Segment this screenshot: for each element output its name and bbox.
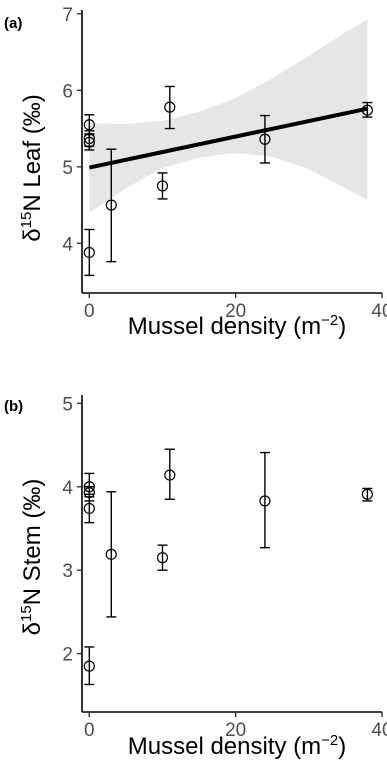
regression-line: [88, 106, 368, 170]
data-point: [83, 246, 95, 259]
x-tick-label: 20: [225, 301, 246, 322]
y-axis-title-main: N Stem (‰): [19, 479, 46, 606]
y-axis-title-delta: δ: [19, 622, 46, 635]
x-axis-title-main: Mussel density (m: [128, 313, 321, 340]
data-point-group: [83, 228, 95, 277]
data-point-group: [105, 148, 117, 263]
x-tick-label: 40: [371, 301, 387, 322]
axis-layer: 4 5 6 7 0 20 40: [62, 5, 387, 322]
data-layer: [83, 448, 373, 686]
x-axis-title-superscript: −2: [321, 732, 338, 749]
panel-b-stem-chart: (b) 2 3 4 5 0 20 40 Mussel density (m−2) δ15N …: [4, 394, 387, 760]
data-point-group: [259, 114, 271, 164]
data-point: [83, 502, 95, 515]
x-axis-title-close: ): [338, 733, 346, 760]
axis-layer: 2 3 4 5 0 20 40: [62, 394, 387, 741]
y-tick-label: 6: [62, 81, 73, 102]
data-point-group: [156, 544, 169, 571]
data-point: [156, 180, 169, 192]
data-point-group: [164, 448, 176, 500]
data-point-group: [361, 487, 373, 502]
panel-a-leaf-chart: (a) 4 5 6 7 0 20 40 Mussel density (m−2) δ15N …: [4, 5, 387, 340]
data-point: [361, 488, 373, 500]
data-point-group: [164, 85, 176, 130]
data-point-group: [83, 646, 95, 686]
x-axis-title-superscript: −2: [321, 312, 338, 329]
x-axis-title-main: Mussel density (m: [128, 733, 321, 760]
data-point-group: [83, 472, 95, 502]
x-axis-title: Mussel density (m−2): [128, 732, 347, 760]
y-axis-title-superscript: 15: [18, 605, 35, 622]
x-axis-title-close: ): [338, 313, 346, 340]
data-point: [259, 133, 271, 145]
confidence-band: [89, 19, 368, 213]
confidence-band-layer: [89, 19, 368, 213]
y-axis-title-delta: δ: [19, 228, 46, 241]
panel-a-label: (a): [4, 15, 22, 32]
y-tick-label: 4: [62, 478, 73, 499]
y-axis-title: δ15N Stem (‰): [18, 479, 46, 636]
y-tick-label: 5: [62, 394, 73, 415]
data-point: [361, 104, 373, 116]
data-point: [156, 552, 169, 564]
data-point: [105, 199, 117, 211]
data-point: [83, 119, 95, 131]
y-tick-label: 7: [62, 5, 73, 26]
data-point-group: [105, 491, 117, 618]
data-point: [105, 548, 117, 560]
y-axis-title-main: N Leaf (‰): [19, 94, 46, 211]
data-point-group: [83, 114, 95, 135]
data-point: [164, 101, 176, 113]
fit-line-layer: [88, 106, 368, 170]
data-point: [164, 469, 176, 481]
data-point-group: [156, 172, 169, 200]
x-tick-label: 0: [84, 301, 95, 322]
y-tick-label: 3: [62, 561, 73, 582]
data-point: [83, 481, 95, 493]
data-point: [83, 660, 95, 672]
data-layer: [83, 85, 373, 277]
x-axis-title: Mussel density (m−2): [128, 312, 347, 340]
y-axis-title-superscript: 15: [18, 212, 35, 229]
y-tick-label: 5: [62, 158, 73, 179]
panel-b-label: (b): [4, 398, 23, 415]
y-tick-label: 4: [62, 234, 73, 255]
x-tick-label: 0: [84, 720, 95, 741]
data-point-group: [361, 101, 373, 118]
x-tick-label: 20: [225, 720, 246, 741]
y-tick-label: 2: [62, 645, 73, 666]
data-point-group: [259, 451, 271, 549]
data-point: [259, 495, 271, 507]
x-tick-label: 40: [371, 720, 387, 741]
y-axis-title: δ15N Leaf (‰): [18, 94, 46, 241]
